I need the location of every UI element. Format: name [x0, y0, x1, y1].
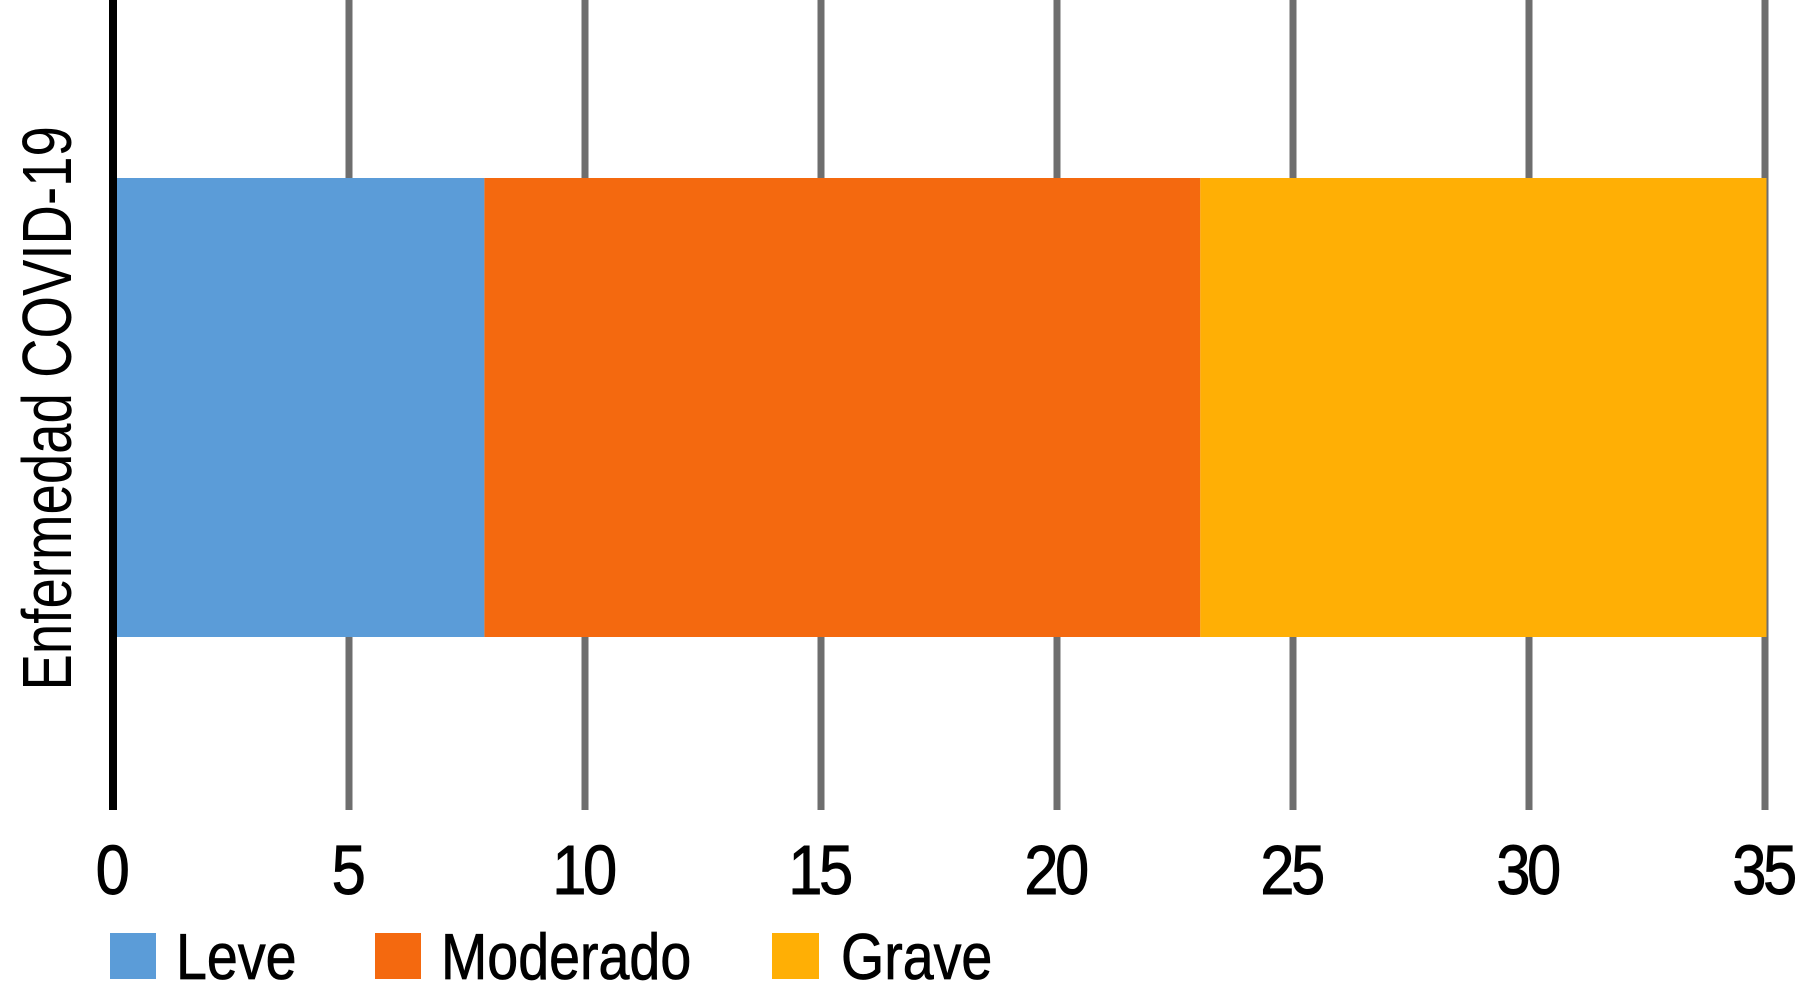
svg-text:35: 35	[1732, 830, 1794, 909]
svg-text:25: 25	[1260, 830, 1322, 909]
svg-text:5: 5	[332, 830, 364, 909]
svg-text:Leve: Leve	[176, 920, 297, 993]
svg-text:0: 0	[96, 830, 129, 909]
svg-text:Grave: Grave	[841, 920, 992, 993]
svg-text:20: 20	[1024, 830, 1087, 909]
svg-text:Enfermedad COVID-19: Enfermedad COVID-19	[9, 126, 87, 690]
svg-text:10: 10	[552, 830, 615, 909]
svg-text:Moderado: Moderado	[441, 920, 691, 993]
svg-text:30: 30	[1496, 830, 1559, 909]
svg-text:15: 15	[788, 830, 850, 909]
